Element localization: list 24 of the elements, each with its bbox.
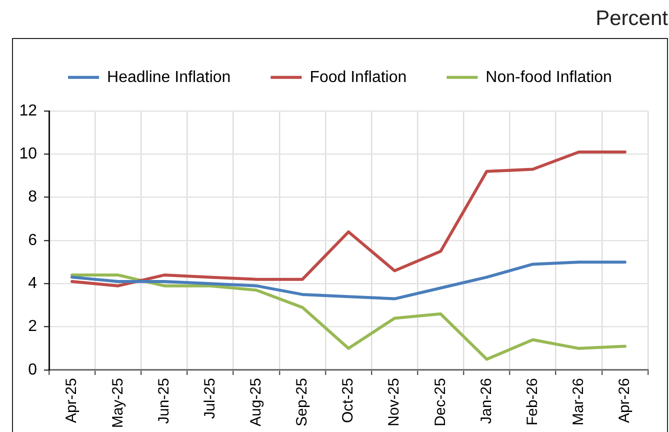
x-tick-label: Jan-26 — [478, 378, 495, 424]
y-tick-label: 4 — [28, 275, 38, 292]
x-tick-label: Jun-25 — [155, 378, 172, 424]
y-tick-label: 10 — [19, 146, 38, 163]
legend-label: Food Inflation — [310, 68, 407, 86]
x-tick-label: Jul-25 — [201, 378, 218, 419]
y-tick-label: 6 — [28, 232, 38, 249]
legend-label: Non-food Inflation — [486, 68, 612, 86]
x-tick-label: Mar-26 — [570, 378, 588, 426]
x-tick-label: May-25 — [109, 378, 126, 428]
y-tick-label: 12 — [19, 102, 38, 120]
y-tick-label: 2 — [28, 318, 38, 336]
x-tick-label: Nov-25 — [386, 378, 403, 426]
y-tick-label: 8 — [28, 188, 38, 206]
x-tick-label: Apr-26 — [616, 378, 634, 424]
x-tick-label: Aug-25 — [247, 378, 264, 426]
x-tick-label: Apr-25 — [63, 378, 80, 424]
x-tick-label: Dec-25 — [432, 378, 449, 426]
x-tick-label: Sep-25 — [294, 378, 311, 426]
x-tick-label: Oct-25 — [340, 378, 357, 424]
y-axis-title: Percent — [596, 7, 668, 31]
legend-label: Headline Inflation — [107, 68, 231, 86]
y-tick-label: 0 — [28, 361, 38, 378]
x-tick-label: Feb-26 — [524, 378, 541, 426]
